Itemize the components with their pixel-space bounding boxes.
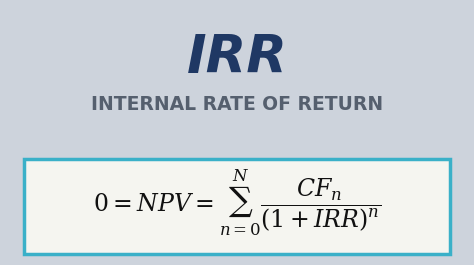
Text: $0 = NPV= \sum_{n=0}^{N} \dfrac{CF_n}{(1+IRR)^n}$: $0 = NPV= \sum_{n=0}^{N} \dfrac{CF_n}{(1…: [93, 168, 381, 238]
FancyBboxPatch shape: [24, 159, 450, 254]
Text: INTERNAL RATE OF RETURN: INTERNAL RATE OF RETURN: [91, 95, 383, 114]
Text: IRR: IRR: [187, 32, 287, 84]
